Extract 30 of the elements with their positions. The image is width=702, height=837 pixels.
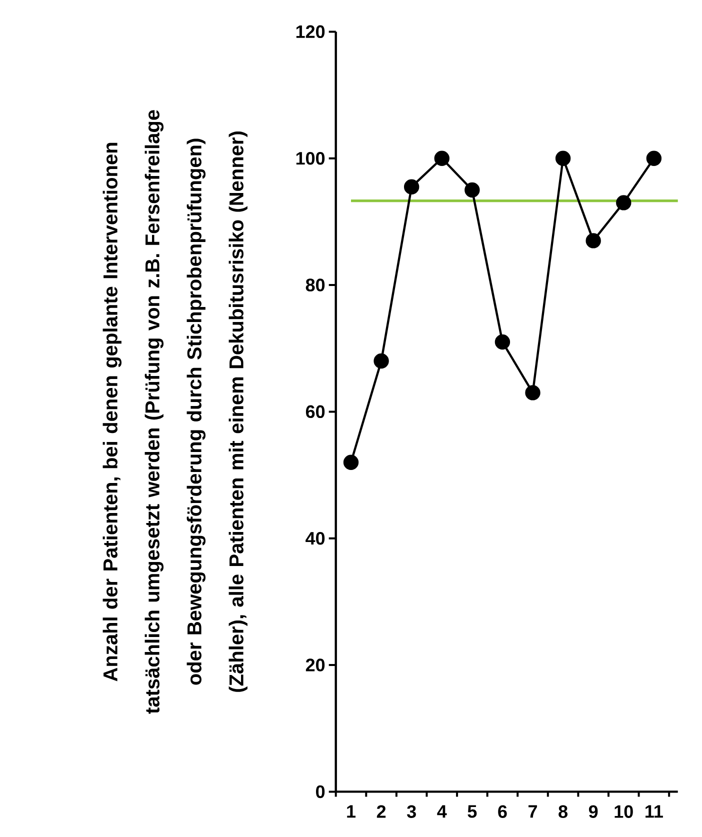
x-tick-label: 9 bbox=[588, 805, 598, 818]
y-tick-label: 40 bbox=[306, 532, 325, 545]
point bbox=[343, 454, 359, 470]
y-tick-label: 20 bbox=[306, 658, 325, 672]
x-tick-label: 8 bbox=[558, 805, 568, 818]
y-tick-label: 80 bbox=[306, 278, 325, 292]
x-tick-label: 2 bbox=[376, 805, 386, 818]
y-tick-label: 60 bbox=[306, 405, 325, 418]
point bbox=[525, 385, 540, 400]
y-tick-label: 120 bbox=[296, 25, 325, 38]
x-tick-label: 1 bbox=[347, 805, 356, 818]
x-tick-label: 11 bbox=[646, 805, 663, 818]
point bbox=[434, 150, 450, 166]
y-axis-title: Anzahl der Patienten, bei denen geplante Interventionen tatsächlich umgesetzt werden (Prüfung von z.B. Fersenfreilage oder Bewegungsförderung durch Stichprobenprüfungen) (Zähler), alle Patienten mit einem Dekubitusrisiko (Nenner) bbox=[102, 110, 248, 714]
x-tick-label: 5 bbox=[468, 805, 477, 818]
point bbox=[646, 150, 662, 166]
point bbox=[494, 334, 510, 350]
point bbox=[374, 353, 389, 369]
point bbox=[404, 179, 420, 194]
x-tick-label: 3 bbox=[406, 805, 416, 818]
x-tick-label: 10 bbox=[614, 805, 633, 818]
y-tick-label: 0 bbox=[316, 785, 325, 798]
point bbox=[555, 150, 571, 166]
point bbox=[616, 195, 632, 210]
point bbox=[586, 233, 601, 248]
x-tick-label: 6 bbox=[498, 805, 507, 818]
point bbox=[464, 182, 480, 198]
y-tick-label: 100 bbox=[296, 152, 325, 165]
x-tick-label: 7 bbox=[528, 805, 537, 818]
x-tick-label: 4 bbox=[437, 805, 447, 818]
